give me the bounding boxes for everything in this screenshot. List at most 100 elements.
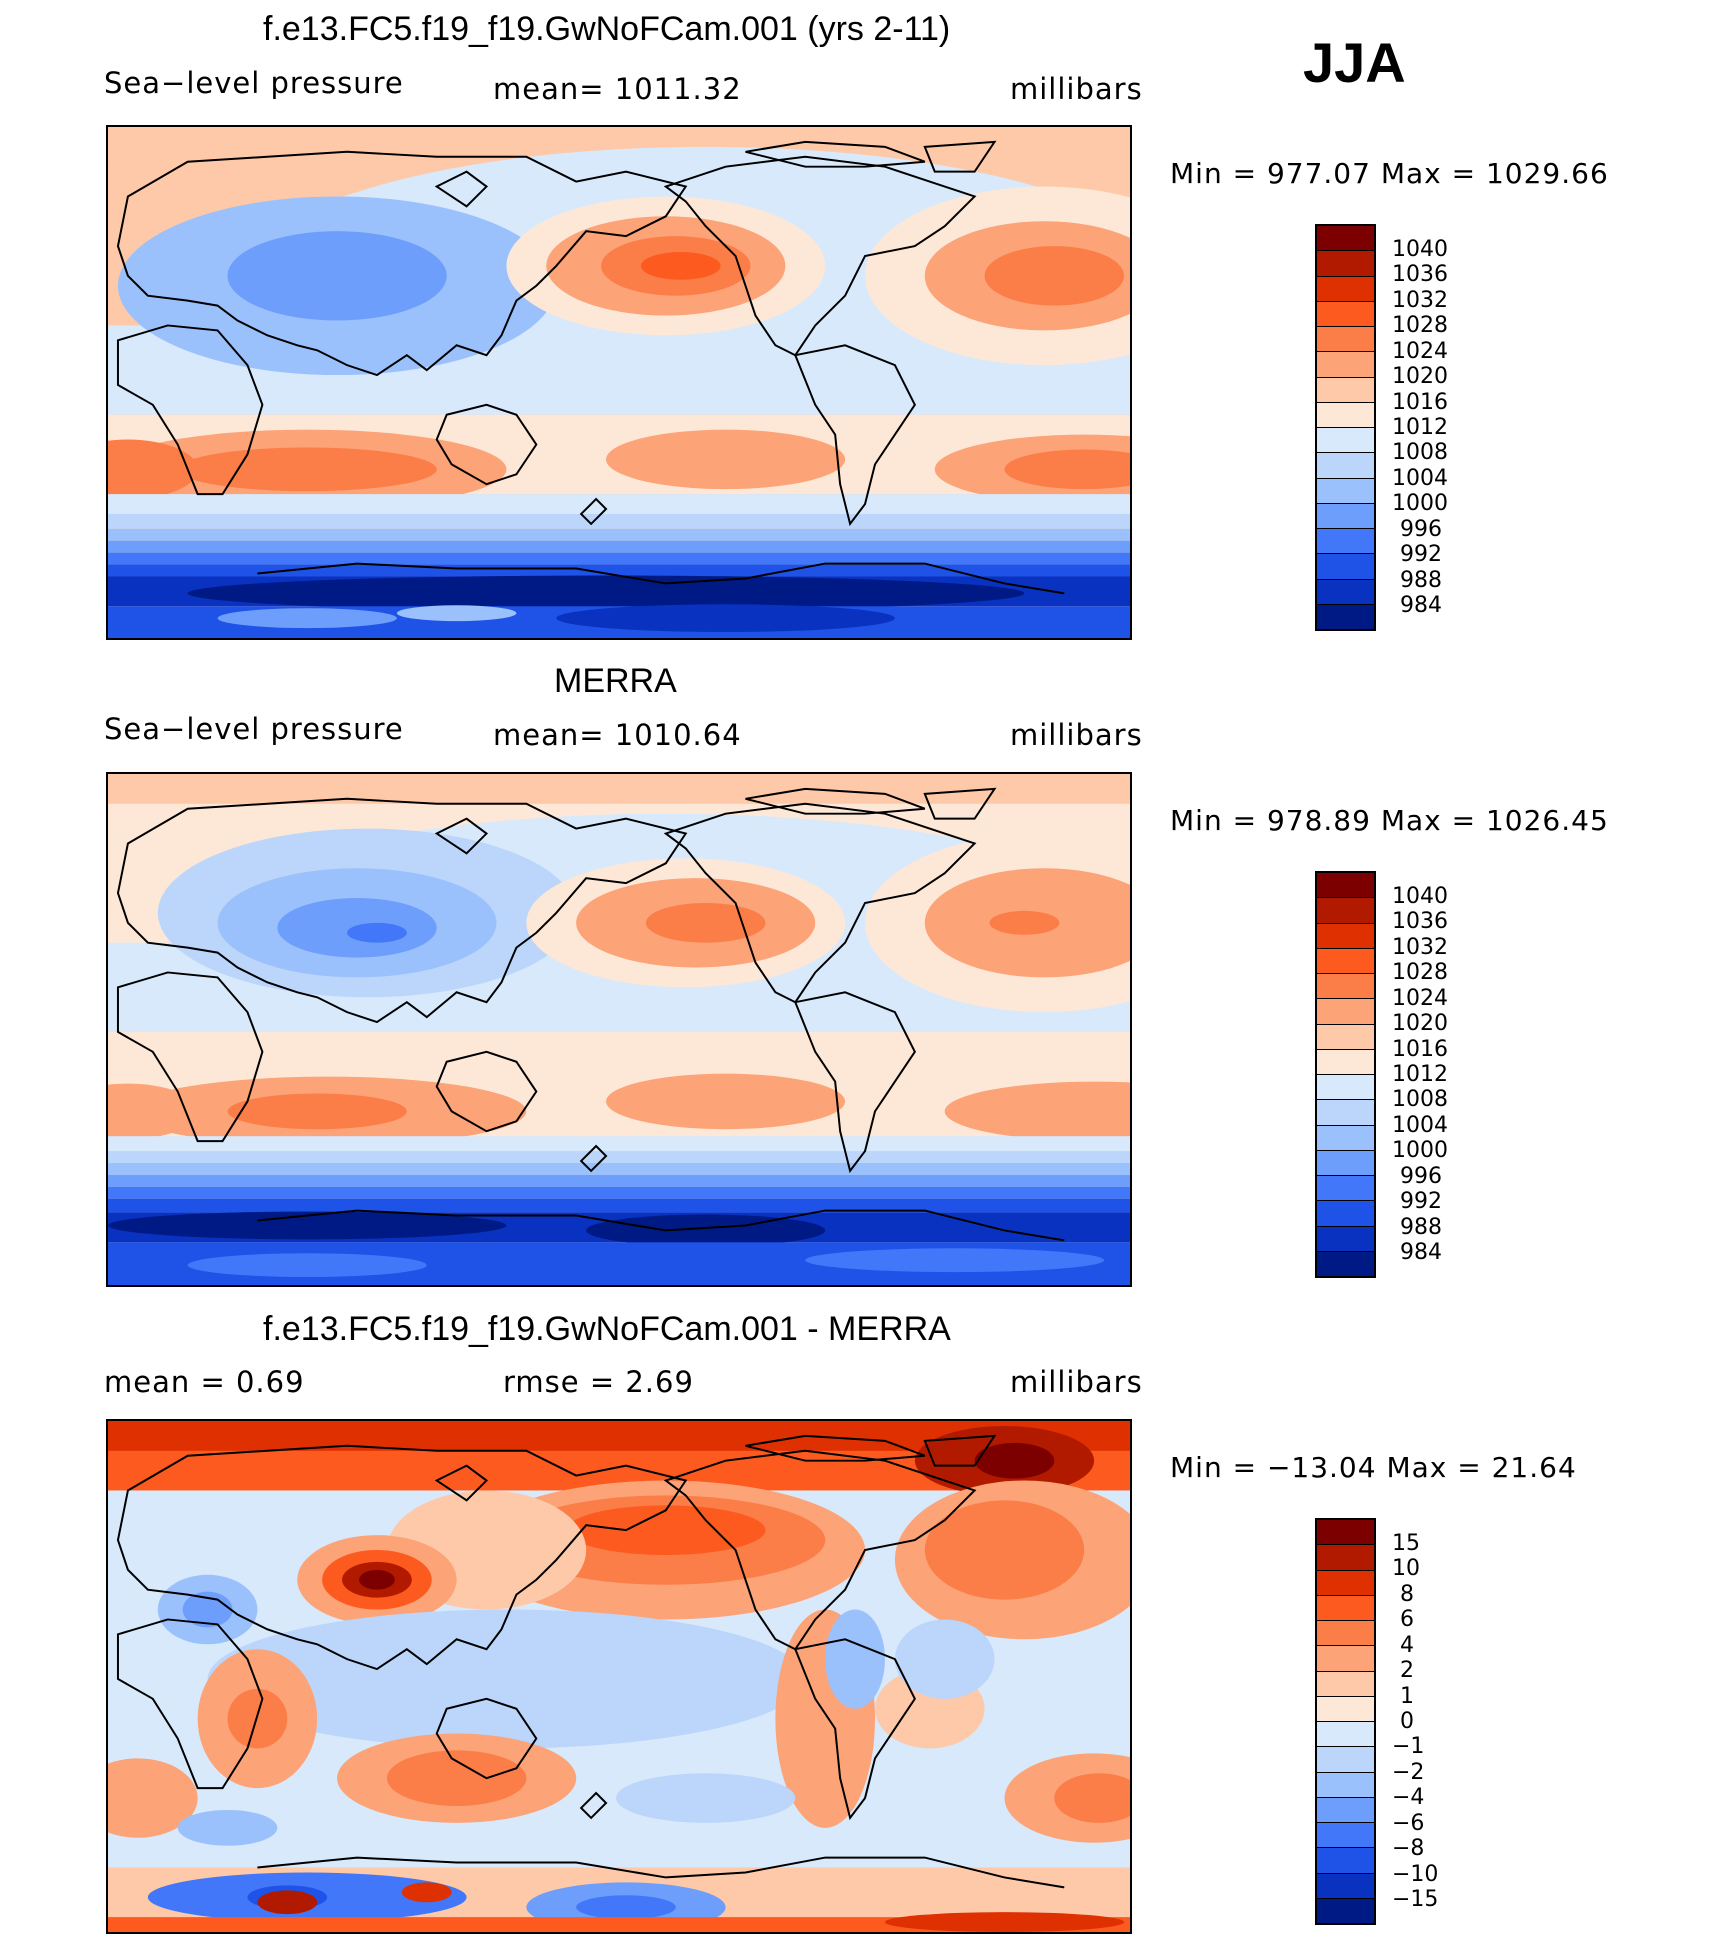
- colorbar-swatch: [1317, 1747, 1374, 1773]
- colorbar-tick: 1028: [1392, 960, 1448, 985]
- panel-rmse-label-diff: rmse = 2.69: [503, 1365, 694, 1399]
- colorbar-swatch: [1317, 948, 1374, 974]
- colorbar-swatch: [1317, 529, 1374, 555]
- colorbar-tick: 1012: [1392, 1062, 1448, 1087]
- colorbar-tick: 988: [1400, 1215, 1442, 1240]
- colorbar-swatch: [1317, 301, 1374, 327]
- colorbar-tick: −8: [1392, 1836, 1425, 1861]
- colorbar-tick: 996: [1400, 1164, 1442, 1189]
- colorbar-tick: 1020: [1392, 364, 1448, 389]
- colorbar-swatch: [1317, 503, 1374, 529]
- colorbar-swatch: [1317, 1176, 1374, 1202]
- panel-left-label-model: Sea−level pressure: [104, 66, 404, 100]
- colorbar-swatch: [1317, 377, 1374, 403]
- colorbar-tick: 1032: [1392, 935, 1448, 960]
- colorbar-tick: −10: [1392, 1862, 1439, 1887]
- colorbar-tick: −1: [1392, 1734, 1425, 1759]
- colorbar-swatch: [1317, 898, 1374, 924]
- colorbar-tick: −15: [1392, 1887, 1439, 1912]
- colorbar-swatch: [1317, 1226, 1374, 1252]
- colorbar-swatch: [1317, 1772, 1374, 1798]
- colorbar-swatch: [1317, 1024, 1374, 1050]
- season-label: JJA: [1303, 31, 1406, 94]
- colorbar-swatch: [1317, 554, 1374, 580]
- map-diff: [106, 1419, 1132, 1934]
- colorbar-swatch: [1317, 1125, 1374, 1151]
- colorbar-swatch: [1317, 1722, 1374, 1748]
- colorbar-swatch: [1317, 1251, 1374, 1276]
- colorbar-tick: 1016: [1392, 390, 1448, 415]
- colorbar-tick: 1016: [1392, 1037, 1448, 1062]
- colorbar-swatch: [1317, 1520, 1374, 1546]
- colorbar-tick: 1024: [1392, 986, 1448, 1011]
- panel-minmax-diff: Min = −13.04 Max = 21.64: [1170, 1451, 1577, 1484]
- colorbar-swatch: [1317, 1075, 1374, 1101]
- colorbar-swatch: [1317, 1049, 1374, 1075]
- colorbar-swatch: [1317, 1671, 1374, 1697]
- colorbar-swatch: [1317, 1150, 1374, 1176]
- colorbar-tick: 1012: [1392, 415, 1448, 440]
- colorbar-swatch: [1317, 1696, 1374, 1722]
- colorbar-tick: 1000: [1392, 1138, 1448, 1163]
- colorbar-swatch: [1317, 1570, 1374, 1596]
- colorbar-tick: 1024: [1392, 339, 1448, 364]
- panel-units-label-model: millibars: [1010, 72, 1143, 106]
- panel-minmax-obs: Min = 978.89 Max = 1026.45: [1170, 804, 1609, 837]
- colorbar-tick: 1: [1400, 1684, 1414, 1709]
- colorbar-swatch: [1317, 402, 1374, 428]
- colorbar-swatch: [1317, 1873, 1374, 1899]
- colorbar-tick: 1004: [1392, 1113, 1448, 1138]
- panel-mean-label-obs: mean= 1010.64: [493, 718, 742, 752]
- colorbar-tick: 2: [1400, 1658, 1414, 1683]
- colorbar-diff: [1315, 1518, 1376, 1925]
- colorbar-tick: 1008: [1392, 440, 1448, 465]
- colorbar-tick: −4: [1392, 1785, 1425, 1810]
- panel-mean-label-model: mean= 1011.32: [493, 72, 742, 106]
- colorbar-tick: 1040: [1392, 884, 1448, 909]
- colorbar-tick: 8: [1400, 1582, 1414, 1607]
- colorbar-swatch: [1317, 453, 1374, 479]
- colorbar-tick: 996: [1400, 517, 1442, 542]
- colorbar-swatch: [1317, 352, 1374, 378]
- colorbar-swatch: [1317, 478, 1374, 504]
- colorbar-tick: 0: [1400, 1709, 1414, 1734]
- colorbar-tick: 1040: [1392, 237, 1448, 262]
- colorbar-tick: 1036: [1392, 909, 1448, 934]
- colorbar-tick: 988: [1400, 568, 1442, 593]
- colorbar-swatch: [1317, 251, 1374, 277]
- colorbar-tick: 1000: [1392, 491, 1448, 516]
- colorbar-swatch: [1317, 276, 1374, 302]
- colorbar-tick: 984: [1400, 593, 1442, 618]
- colorbar-tick: 1020: [1392, 1011, 1448, 1036]
- colorbar-swatch: [1317, 1545, 1374, 1571]
- panel-left-label-obs: Sea−level pressure: [104, 712, 404, 746]
- colorbar-swatch: [1317, 604, 1374, 629]
- panel-minmax-model: Min = 977.07 Max = 1029.66: [1170, 157, 1609, 190]
- colorbar-tick: 15: [1392, 1531, 1420, 1556]
- colorbar-swatch: [1317, 1797, 1374, 1823]
- panel-title-model: f.e13.FC5.f19_f19.GwNoFCam.001 (yrs 2-11…: [263, 10, 951, 48]
- colorbar-model: [1315, 224, 1376, 631]
- panel-units-label-obs: millibars: [1010, 718, 1143, 752]
- panel-units-label-diff: millibars: [1010, 1365, 1143, 1399]
- colorbar-swatch: [1317, 1621, 1374, 1647]
- colorbar-swatch: [1317, 1646, 1374, 1672]
- colorbar-tick: 984: [1400, 1240, 1442, 1265]
- colorbar-swatch: [1317, 226, 1374, 252]
- colorbar-swatch: [1317, 1823, 1374, 1849]
- colorbar-swatch: [1317, 327, 1374, 353]
- colorbar-swatch: [1317, 974, 1374, 1000]
- colorbar-swatch: [1317, 1848, 1374, 1874]
- colorbar-swatch: [1317, 1100, 1374, 1126]
- panel-title-obs: MERRA: [554, 662, 677, 700]
- colorbar-swatch: [1317, 579, 1374, 605]
- colorbar-swatch: [1317, 1595, 1374, 1621]
- colorbar-swatch: [1317, 1201, 1374, 1227]
- colorbar-swatch: [1317, 923, 1374, 949]
- colorbar-tick: 6: [1400, 1607, 1414, 1632]
- colorbar-tick: 10: [1392, 1556, 1420, 1581]
- colorbar-tick: 1008: [1392, 1087, 1448, 1112]
- colorbar-tick: 1036: [1392, 262, 1448, 287]
- colorbar-tick: 1028: [1392, 313, 1448, 338]
- colorbar-swatch: [1317, 999, 1374, 1025]
